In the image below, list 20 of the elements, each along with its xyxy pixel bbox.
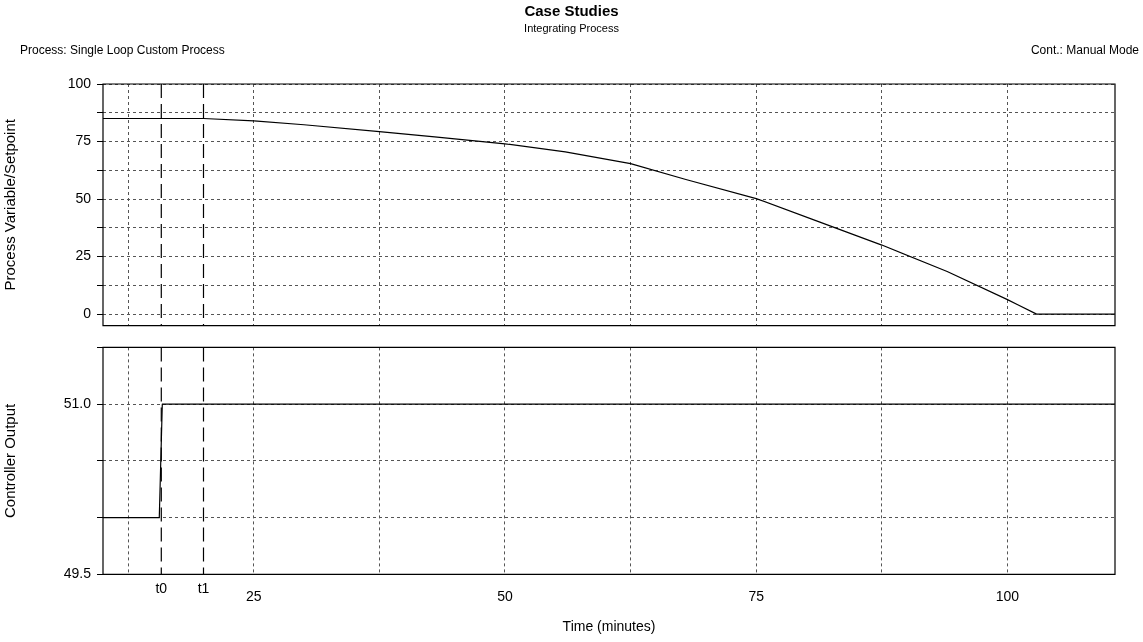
- text: Process: Single Loop Custom Process: [20, 43, 225, 57]
- text: Cont.: Manual Mode: [1030, 43, 1139, 57]
- x-tick-label: 50: [497, 587, 513, 604]
- y-tick-label: 51.0: [63, 395, 92, 412]
- y-tick-label: 75: [75, 132, 92, 149]
- x-tick-label: 100: [995, 587, 1020, 604]
- y-tick-label: 0: [83, 304, 92, 321]
- ref-line-label: t0: [155, 580, 168, 597]
- y-tick-label: 25: [75, 247, 92, 264]
- x-axis-title: Time (minutes): [562, 618, 656, 635]
- y-tick-label: 100: [67, 74, 92, 91]
- chart-subtitle: Integrating Process: [523, 22, 620, 34]
- y-axis-title: Process Variable/Setpoint: [1, 118, 19, 291]
- ref-line-label: t1: [197, 580, 210, 597]
- y-axis-title: Controller Output: [1, 402, 19, 519]
- chart-title: Case Studies: [523, 2, 620, 19]
- y-tick-label: 50: [75, 189, 92, 206]
- x-tick-label: 75: [748, 587, 765, 604]
- y-tick-label: 49.5: [63, 565, 92, 582]
- x-tick-label: 25: [245, 587, 262, 604]
